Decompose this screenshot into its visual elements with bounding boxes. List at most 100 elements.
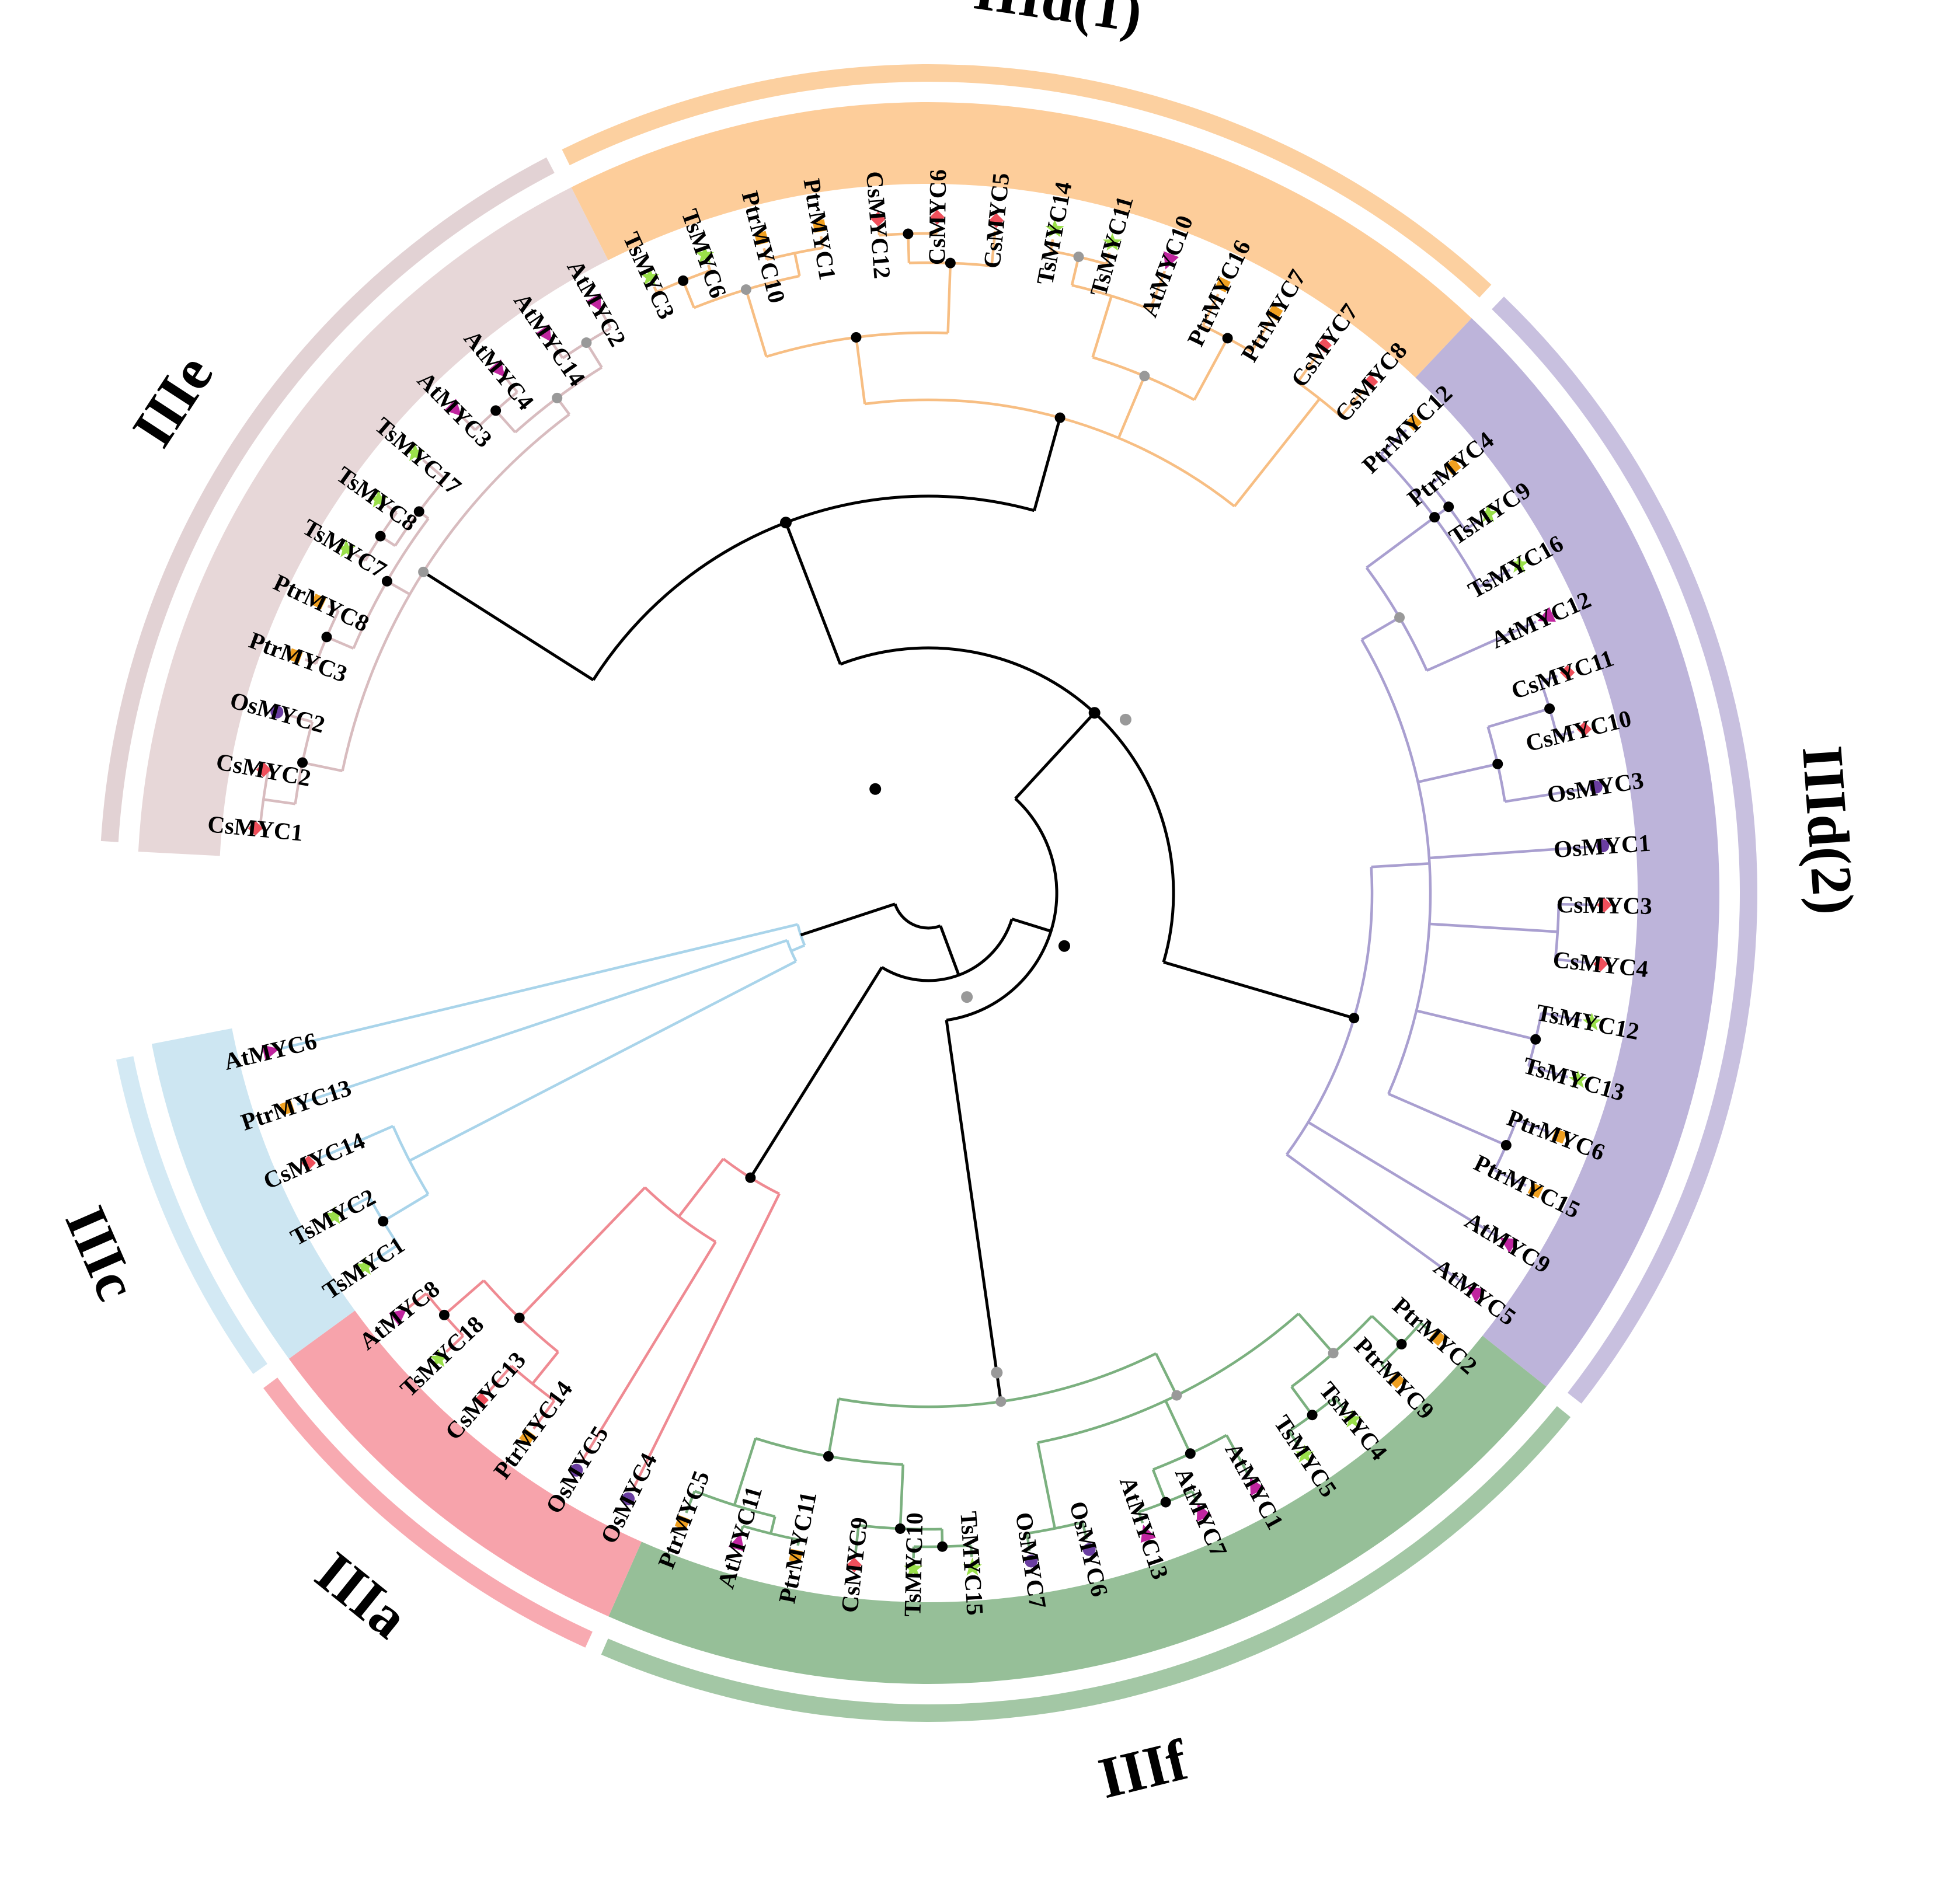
branch-IIIc bbox=[791, 944, 806, 953]
branch-IIId2 bbox=[1361, 616, 1401, 641]
bootstrap-node bbox=[438, 1309, 450, 1320]
bootstrap-node bbox=[1349, 1013, 1360, 1024]
bootstrap-node bbox=[995, 1396, 1007, 1407]
species-marker-OsMYC7 bbox=[1025, 1554, 1038, 1568]
bootstrap-node bbox=[1429, 512, 1440, 523]
leaf-label-CsMYC12: CsMYC12 bbox=[861, 170, 896, 280]
species-marker-PtrMYC3 bbox=[287, 648, 303, 664]
branch-arc-IIId1 bbox=[1297, 381, 1342, 418]
branch-IIIc bbox=[382, 1192, 429, 1223]
clade-rings bbox=[100, 64, 1757, 1722]
branch-IIId2 bbox=[1516, 1118, 1550, 1134]
branch-IIId1 bbox=[1339, 389, 1365, 417]
clade-label-IIIc: IIIc bbox=[53, 1197, 149, 1309]
species-marker-AtMYC14 bbox=[535, 324, 552, 343]
species-marker-TsMYC9 bbox=[1478, 504, 1498, 522]
branch-IIId1 bbox=[744, 289, 768, 357]
species-marker-AtMYC9 bbox=[1499, 1237, 1518, 1253]
bootstrap-node bbox=[375, 531, 386, 542]
bootstrap-node bbox=[514, 1312, 525, 1323]
species-marker-PtrMYC13 bbox=[280, 1100, 295, 1115]
leaf-label-PtrMYC15: PtrMYC15 bbox=[1470, 1149, 1585, 1223]
leaf-label-CsMYC4: CsMYC4 bbox=[1552, 946, 1650, 982]
branch-IIIe bbox=[386, 504, 398, 514]
leaf-label-AtMYC5: AtMYC5 bbox=[1429, 1253, 1521, 1330]
branch-IIIe bbox=[302, 761, 343, 773]
branch-IIId1 bbox=[1105, 252, 1111, 264]
bootstrap-node bbox=[381, 576, 392, 587]
branch-IIIf bbox=[827, 1399, 840, 1457]
backbone-branch bbox=[1163, 960, 1354, 1020]
branch-IIId2 bbox=[1540, 674, 1558, 683]
leaf-label-TsMYC12: TsMYC12 bbox=[1534, 999, 1641, 1045]
leaf-label-AtMYC1: AtMYC1 bbox=[1220, 1438, 1289, 1534]
branch-IIId1 bbox=[653, 286, 658, 293]
branch-IIId1 bbox=[990, 231, 997, 266]
species-marker-PtrMYC12 bbox=[1405, 414, 1422, 431]
bootstrap-node bbox=[581, 337, 592, 348]
species-marker-AtMYC10 bbox=[1163, 251, 1179, 270]
clade-label-IIId2: IIId(2) bbox=[1790, 744, 1867, 916]
branch-IIId2 bbox=[1307, 1121, 1499, 1238]
species-marker-AtMYC1 bbox=[1249, 1477, 1265, 1496]
species-marker-AtMYC12 bbox=[1537, 606, 1556, 622]
backbone-branch bbox=[945, 1020, 1002, 1402]
branch-IIId2 bbox=[1541, 1011, 1582, 1022]
leaf-label-TsMYC5: TsMYC5 bbox=[1269, 1410, 1342, 1502]
bootstrap-node bbox=[869, 783, 882, 795]
branch-IIIe bbox=[287, 713, 313, 723]
branch-IIId2 bbox=[1555, 958, 1590, 964]
branch-IIIf bbox=[1081, 1522, 1088, 1540]
species-marker-OsMYC4 bbox=[622, 1492, 635, 1505]
branch-IIId2 bbox=[1429, 845, 1593, 860]
bootstrap-node bbox=[678, 275, 689, 286]
branch-IIIf bbox=[1164, 1400, 1192, 1455]
backbone-branch bbox=[939, 925, 960, 976]
branch-arc-IIIc bbox=[392, 1125, 430, 1195]
branch-arc-IIIf bbox=[1026, 1521, 1083, 1535]
branch-IIIa bbox=[443, 1279, 485, 1316]
branch-IIIa bbox=[487, 1365, 513, 1393]
branch-arc-IIIf bbox=[694, 1490, 775, 1518]
leaf-label-PtrMYC3: PtrMYC3 bbox=[246, 626, 351, 688]
bootstrap-node bbox=[1171, 1390, 1182, 1401]
leaf-label-CsMYC1: CsMYC1 bbox=[207, 810, 305, 846]
branch-IIId2 bbox=[1430, 472, 1446, 486]
leaf-label-AtMYC9: AtMYC9 bbox=[1460, 1206, 1555, 1278]
species-marker-AtMYC7 bbox=[1196, 1503, 1212, 1522]
backbone-branch bbox=[1011, 918, 1051, 933]
bootstrap-node bbox=[297, 757, 308, 768]
branch-IIIc bbox=[281, 923, 798, 1050]
branch-arc-IIIc bbox=[786, 940, 798, 962]
clade-band-IIIc bbox=[151, 1028, 355, 1359]
branch-IIIf bbox=[1025, 1533, 1031, 1551]
leaf-label-CsMYC7: CsMYC7 bbox=[1286, 299, 1363, 392]
bootstrap-node bbox=[378, 1216, 389, 1227]
branch-IIId2 bbox=[1388, 1092, 1507, 1147]
branch-IIIf bbox=[733, 1438, 757, 1506]
clade-ring-IIIa bbox=[263, 1378, 593, 1648]
leaf-label-TsMYC2: TsMYC2 bbox=[286, 1183, 380, 1251]
bootstrap-node bbox=[1222, 333, 1233, 344]
clade-band-IIIf bbox=[608, 1335, 1547, 1684]
branch-IIId2 bbox=[1416, 1009, 1536, 1041]
leaf-label-OsMYC2: OsMYC2 bbox=[227, 686, 328, 738]
bootstrap-node bbox=[413, 506, 424, 517]
branch-IIIf bbox=[969, 1545, 973, 1557]
bootstrap-node bbox=[490, 405, 502, 416]
branch-IIIf bbox=[740, 1525, 744, 1532]
leaf-label-TsMYC7: TsMYC7 bbox=[298, 513, 391, 583]
species-marker-AtMYC3 bbox=[444, 399, 462, 417]
species-marker-TsMYC13 bbox=[1568, 1070, 1587, 1089]
leaf-label-AtMYC10: AtMYC10 bbox=[1135, 212, 1198, 321]
branch-IIId2 bbox=[1286, 1153, 1467, 1286]
branch-IIIc bbox=[372, 1243, 399, 1263]
leaf-label-OsMYC4: OsMYC4 bbox=[595, 1449, 662, 1547]
branch-IIIe bbox=[304, 658, 317, 665]
backbone-arc bbox=[840, 646, 1175, 963]
branch-IIIf bbox=[1290, 1386, 1314, 1416]
bootstrap-node bbox=[937, 1541, 948, 1552]
leaf-label-PtrMYC4: PtrMYC4 bbox=[1402, 426, 1499, 511]
species-marker-OsMYC3 bbox=[1589, 780, 1603, 794]
species-markers bbox=[248, 210, 1612, 1577]
